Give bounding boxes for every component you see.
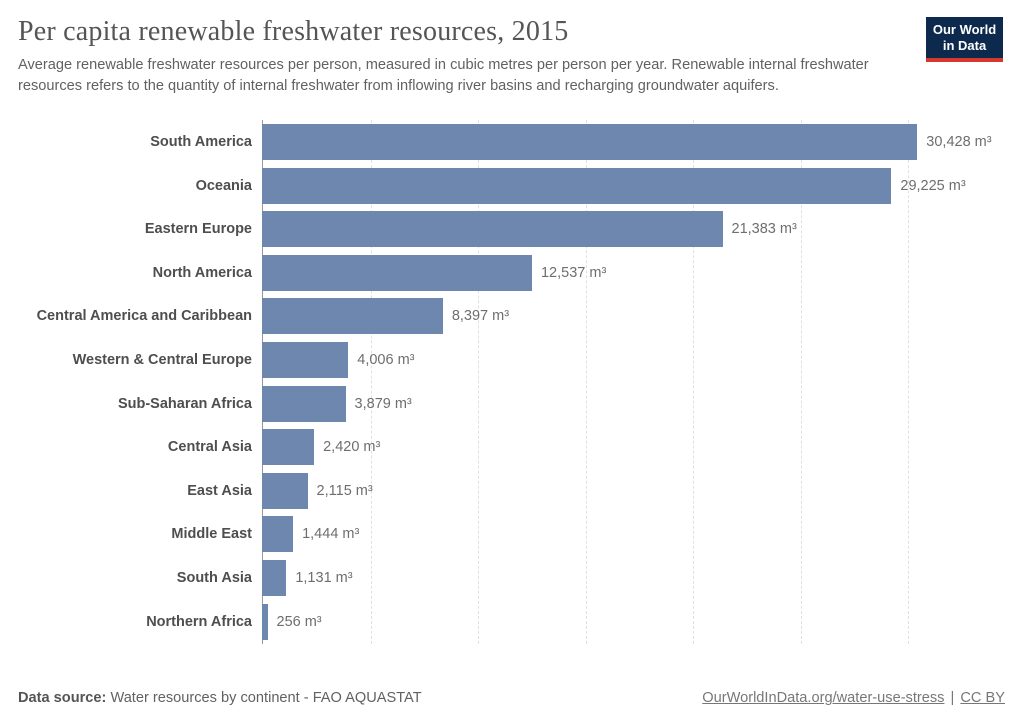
bar[interactable]: [262, 341, 349, 378]
bar-row: Sub-Saharan Africa 3,879 m³: [18, 382, 1005, 426]
bar[interactable]: [262, 603, 268, 640]
category-label: South America: [150, 133, 252, 150]
value-label: 30,428 m³: [926, 133, 992, 150]
category-label: Sub-Saharan Africa: [117, 395, 252, 412]
bar-row: Oceania 29,225 m³: [18, 164, 1005, 208]
value-label: 1,444 m³: [302, 526, 360, 543]
plot-cell: 3,879 m³: [262, 382, 1005, 426]
owid-url-link[interactable]: OurWorldInData.org/water-use-stress: [702, 690, 945, 706]
bar-row: Middle East 1,444 m³: [18, 513, 1005, 557]
category-label: Central America and Caribbean: [36, 308, 252, 325]
category-label: Oceania: [195, 177, 252, 194]
license-link[interactable]: CC BY: [960, 690, 1005, 706]
data-source-label: Data source:: [18, 690, 107, 706]
value-label: 4,006 m³: [357, 351, 415, 368]
bar-row: Eastern Europe 21,383 m³: [18, 207, 1005, 251]
value-label: 1,131 m³: [295, 569, 353, 586]
chart-subtitle: Average renewable freshwater resources p…: [18, 57, 869, 95]
value-label: 3,879 m³: [354, 395, 412, 412]
owid-logo-line1: Our World: [932, 22, 997, 37]
category-label: Western & Central Europe: [72, 351, 252, 368]
category-label: Middle East: [171, 526, 252, 543]
category-label: Eastern Europe: [144, 221, 252, 238]
bar-row: East Asia 2,115 m³: [18, 469, 1005, 513]
link-separator: |: [946, 690, 959, 706]
bar-row: Western & Central Europe 4,006 m³: [18, 338, 1005, 382]
bar-row: Northern Africa 256 m³: [18, 600, 1005, 644]
value-label: 29,225 m³: [900, 177, 966, 194]
plot-cell: 1,444 m³: [262, 513, 1005, 557]
bar[interactable]: [262, 472, 308, 509]
bar-row: South America 30,428 m³: [18, 120, 1005, 164]
owid-logo-line2: in Data: [942, 38, 987, 53]
category-label: Central Asia: [167, 439, 252, 456]
value-label: 21,383 m³: [731, 221, 797, 238]
footer-links: OurWorldInData.org/water-use-stress | CC…: [702, 690, 1005, 706]
plot-cell: 2,420 m³: [262, 425, 1005, 469]
owid-logo[interactable]: Our World in Data: [926, 17, 1003, 62]
bar-row: North America 12,537 m³: [18, 251, 1005, 295]
plot-cell: 12,537 m³: [262, 251, 1005, 295]
bar[interactable]: [262, 211, 723, 248]
bar[interactable]: [262, 385, 346, 422]
page-title: Per capita renewable freshwater resource…: [18, 16, 569, 47]
category-label: Northern Africa: [146, 613, 252, 630]
plot-cell: 2,115 m³: [262, 469, 1005, 513]
plot-cell: 29,225 m³: [262, 164, 1005, 208]
bar[interactable]: [262, 167, 892, 204]
bar-chart: South America 30,428 m³ Oceania 29,225 m³ Ea…: [18, 120, 1005, 645]
category-label: East Asia: [187, 482, 252, 499]
chart-header: Per capita renewable freshwater resource…: [0, 0, 1023, 97]
value-label: 2,420 m³: [323, 439, 381, 456]
bar[interactable]: [262, 516, 294, 553]
category-label: North America: [152, 264, 252, 281]
plot-cell: 256 m³: [262, 600, 1005, 644]
value-label: 8,397 m³: [451, 308, 510, 325]
value-label: 2,115 m³: [316, 482, 373, 499]
bar[interactable]: [262, 429, 315, 466]
category-label: South Asia: [176, 569, 252, 586]
value-label: 256 m³: [276, 613, 322, 630]
plot-cell: 30,428 m³: [262, 120, 1005, 164]
bar[interactable]: [262, 298, 443, 335]
bar-row: Central Asia 2,420 m³: [18, 425, 1005, 469]
data-source-text: Water resources by continent - FAO AQUAS…: [106, 690, 422, 706]
plot-cell: 21,383 m³: [262, 207, 1005, 251]
plot-cell: 1,131 m³: [262, 556, 1005, 600]
bar[interactable]: [262, 559, 287, 596]
plot-cell: 4,006 m³: [262, 338, 1005, 382]
chart-footer: Data source: Water resources by continen…: [18, 690, 1005, 706]
bar-row: South Asia 1,131 m³: [18, 556, 1005, 600]
bar-row: Central America and Caribbean 8,397 m³: [18, 295, 1005, 339]
bar[interactable]: [262, 254, 532, 291]
value-label: 12,537 m³: [540, 264, 607, 281]
data-source: Data source: Water resources by continen…: [18, 690, 422, 706]
bar[interactable]: [262, 123, 918, 160]
plot-cell: 8,397 m³: [262, 295, 1005, 339]
